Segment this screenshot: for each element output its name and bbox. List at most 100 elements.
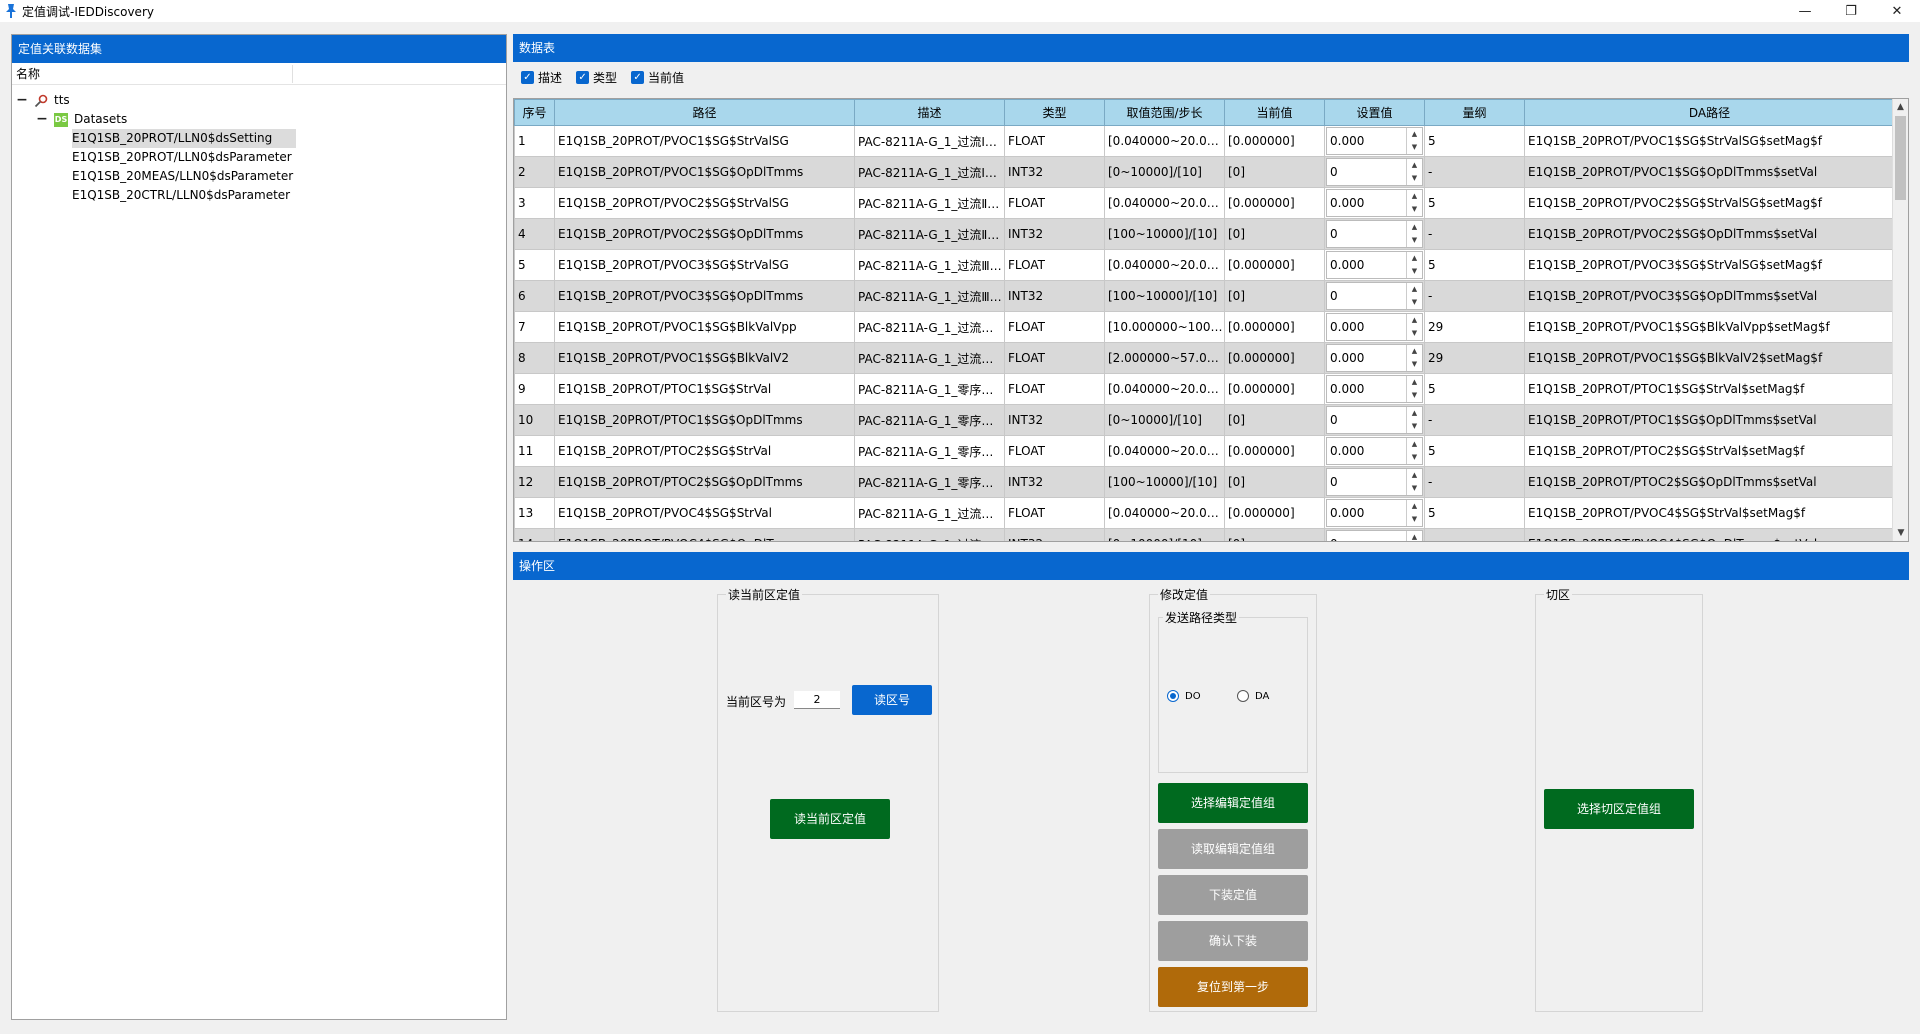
spin-down-icon[interactable]: ▼ [1411, 453, 1418, 461]
table-row[interactable]: 7 E1Q1SB_20PROT/PVOC1$SG$BlkValVpp PAC-821… [514, 311, 1895, 343]
set-value-spinbox[interactable]: 0.000 ▲ ▼ [1326, 375, 1423, 403]
confirm-download-button[interactable]: 确认下装 [1158, 921, 1308, 961]
radio-unselected-icon[interactable] [1237, 690, 1249, 702]
spin-down-icon[interactable]: ▼ [1411, 484, 1418, 492]
set-value-text[interactable]: 0.000 [1330, 320, 1365, 334]
spin-up-icon[interactable]: ▲ [1411, 471, 1418, 479]
set-value-text[interactable]: 0.000 [1330, 444, 1365, 458]
spin-up-icon[interactable]: ▲ [1411, 378, 1418, 386]
checkbox-checked-icon[interactable]: ✓ [521, 70, 534, 84]
tree-leaf-dataset[interactable]: E1Q1SB_20PROT/LLN0$dsSetting [12, 129, 506, 148]
spin-up-icon[interactable]: ▲ [1411, 502, 1418, 510]
spin-up-icon[interactable]: ▲ [1411, 316, 1418, 324]
spin-arrows[interactable]: ▲▼ [1406, 252, 1422, 278]
scroll-up-icon[interactable]: ▲ [1897, 102, 1904, 112]
radio-do[interactable]: DO [1167, 690, 1201, 702]
spin-down-icon[interactable]: ▼ [1411, 422, 1418, 430]
spin-arrows[interactable]: ▲▼ [1406, 500, 1422, 526]
table-row[interactable]: 13 E1Q1SB_20PROT/PVOC4$SG$StrVal PAC-8211A… [514, 497, 1895, 529]
close-button[interactable]: ✕ [1891, 3, 1903, 19]
table-row[interactable]: 6 E1Q1SB_20PROT/PVOC3$SG$OpDlTmms PAC-8211… [514, 280, 1895, 312]
table-row[interactable]: 11 E1Q1SB_20PROT/PTOC2$SG$StrVal PAC-8211A… [514, 435, 1895, 467]
set-value-spinbox[interactable]: 0▲▼ [1326, 530, 1423, 541]
spin-arrows[interactable]: ▲▼ [1406, 283, 1422, 309]
spin-arrows[interactable]: ▲▼ [1406, 159, 1422, 185]
table-row[interactable]: 8 E1Q1SB_20PROT/PVOC1$SG$BlkValV2 PAC-8211… [514, 342, 1895, 374]
spin-arrows[interactable]: ▲▼ [1406, 128, 1422, 154]
spin-down-icon[interactable]: ▼ [1411, 267, 1418, 275]
minimize-button[interactable]: — [1798, 3, 1812, 19]
spin-arrows[interactable]: ▲▼ [1406, 190, 1422, 216]
table-row[interactable]: 2 E1Q1SB_20PROT/PVOC1$SG$OpDlTmms PAC-8211… [514, 156, 1895, 188]
set-value-spinbox[interactable]: 0.000 ▲ ▼ [1326, 189, 1423, 217]
spin-up-icon[interactable]: ▲ [1411, 254, 1418, 262]
table-row[interactable]: 3 E1Q1SB_20PROT/PVOC2$SG$StrValSG PAC-8211… [514, 187, 1895, 219]
set-value-spinbox[interactable]: 0 ▲▼ [1326, 282, 1423, 310]
scroll-thumb[interactable] [1895, 116, 1906, 200]
tree-node-datasets[interactable]: − DS Datasets [12, 110, 506, 129]
column-header[interactable]: 序号 [514, 99, 555, 126]
spin-arrows[interactable]: ▲▼ [1406, 345, 1422, 371]
set-value-spinbox[interactable]: 0 ▲▼ [1326, 406, 1423, 434]
spin-arrows[interactable]: ▲▼ [1406, 469, 1422, 495]
checkbox-checked-icon[interactable]: ✓ [576, 70, 590, 84]
spin-arrows[interactable]: ▲▼ [1406, 407, 1422, 433]
table-row[interactable]: 5 E1Q1SB_20PROT/PVOC3$SG$StrValSG PAC-8211… [514, 249, 1895, 281]
column-header[interactable]: 量纲 [1424, 99, 1525, 126]
spin-down-icon[interactable]: ▼ [1411, 391, 1418, 399]
spin-up-icon[interactable]: ▲ [1411, 130, 1418, 138]
scroll-down-icon[interactable]: ▼ [1897, 528, 1905, 538]
table-row[interactable]: 1 E1Q1SB_20PROT/PVOC1$SG$StrValSG PAC-8211… [514, 125, 1895, 157]
toggle-current-value[interactable]: ✓ 当前值 [631, 69, 684, 86]
spin-arrows[interactable]: ▲▼ [1406, 314, 1422, 340]
spin-down-icon[interactable]: ▼ [1411, 205, 1418, 213]
spin-up-icon[interactable]: ▲ [1411, 347, 1418, 355]
tree-node-root[interactable]: − tts [12, 91, 506, 110]
table-row[interactable]: 12 E1Q1SB_20PROT/PTOC2$SG$OpDlTmms PAC-821… [514, 466, 1895, 498]
spin-down-icon[interactable]: ▼ [1411, 143, 1418, 151]
table-row[interactable]: 14E1Q1SB_20PROT/PVOC4$SG$OpDlTmmsPAC-821… [514, 528, 1895, 541]
tree-leaf-dataset[interactable]: E1Q1SB_20MEAS/LLN0$dsParameter [12, 167, 506, 186]
column-header[interactable]: 类型 [1004, 99, 1105, 126]
tree-leaf-dataset[interactable]: E1Q1SB_20PROT/LLN0$dsParameter [12, 148, 506, 167]
set-value-text[interactable]: 0 [1330, 413, 1338, 427]
set-value-spinbox[interactable]: 0.000 ▲ ▼ [1326, 313, 1423, 341]
toggle-description[interactable]: ✓ 描述 [521, 69, 562, 86]
spin-arrows[interactable]: ▲▼ [1406, 531, 1422, 541]
set-value-text[interactable]: 0 [1327, 531, 1406, 541]
set-value-text[interactable]: 0 [1330, 289, 1338, 303]
set-value-text[interactable]: 0.000 [1330, 134, 1365, 148]
radio-selected-icon[interactable] [1167, 690, 1179, 702]
column-header[interactable]: 描述 [854, 99, 1005, 126]
set-value-spinbox[interactable]: 0.000 ▲ ▼ [1326, 437, 1423, 465]
column-header[interactable]: DA路径 [1524, 99, 1895, 126]
spin-down-icon[interactable]: ▼ [1411, 236, 1418, 244]
set-value-spinbox[interactable]: 0.000 ▲ ▼ [1326, 127, 1423, 155]
set-value-spinbox[interactable]: 0▲▼ [1326, 220, 1423, 248]
radio-da[interactable]: DA [1237, 690, 1269, 702]
collapse-icon[interactable]: − [36, 111, 48, 127]
table-vertical-scrollbar[interactable]: ▲ ▼ [1892, 99, 1908, 541]
set-value-spinbox[interactable]: 0.000 ▲ ▼ [1326, 251, 1423, 279]
column-header[interactable]: 设置值 [1324, 99, 1425, 126]
zone-number-field[interactable]: 2 [794, 691, 840, 709]
select-edit-group-button[interactable]: 选择编辑定值组 [1158, 783, 1308, 823]
download-values-button[interactable]: 下装定值 [1158, 875, 1308, 915]
spin-up-icon[interactable]: ▲ [1411, 285, 1418, 293]
checkbox-checked-icon[interactable]: ✓ [631, 70, 645, 84]
set-value-spinbox[interactable]: 0 ▲▼ [1326, 158, 1423, 186]
set-value-text[interactable]: 0.000 [1330, 382, 1365, 396]
restore-button[interactable]: ❐ [1845, 3, 1857, 19]
set-value-text[interactable]: 0.000 [1330, 196, 1365, 210]
spin-up-icon[interactable]: ▲ [1411, 440, 1418, 448]
column-header[interactable]: 路径 [554, 99, 855, 126]
select-switch-group-button[interactable]: 选择切区定值组 [1544, 789, 1694, 829]
tree-column-header[interactable]: 名称 [12, 63, 506, 85]
set-value-text[interactable]: 0.000 [1330, 258, 1365, 272]
set-value-spinbox[interactable]: 0.000 ▲ ▼ [1326, 344, 1423, 372]
set-value-text[interactable]: 0 [1330, 475, 1338, 489]
set-value-text[interactable]: 0 [1330, 165, 1338, 179]
spin-up-icon[interactable]: ▲ [1411, 223, 1418, 231]
read-current-values-button[interactable]: 读当前区定值 [770, 799, 890, 839]
spin-up-icon[interactable]: ▲ [1411, 533, 1418, 541]
